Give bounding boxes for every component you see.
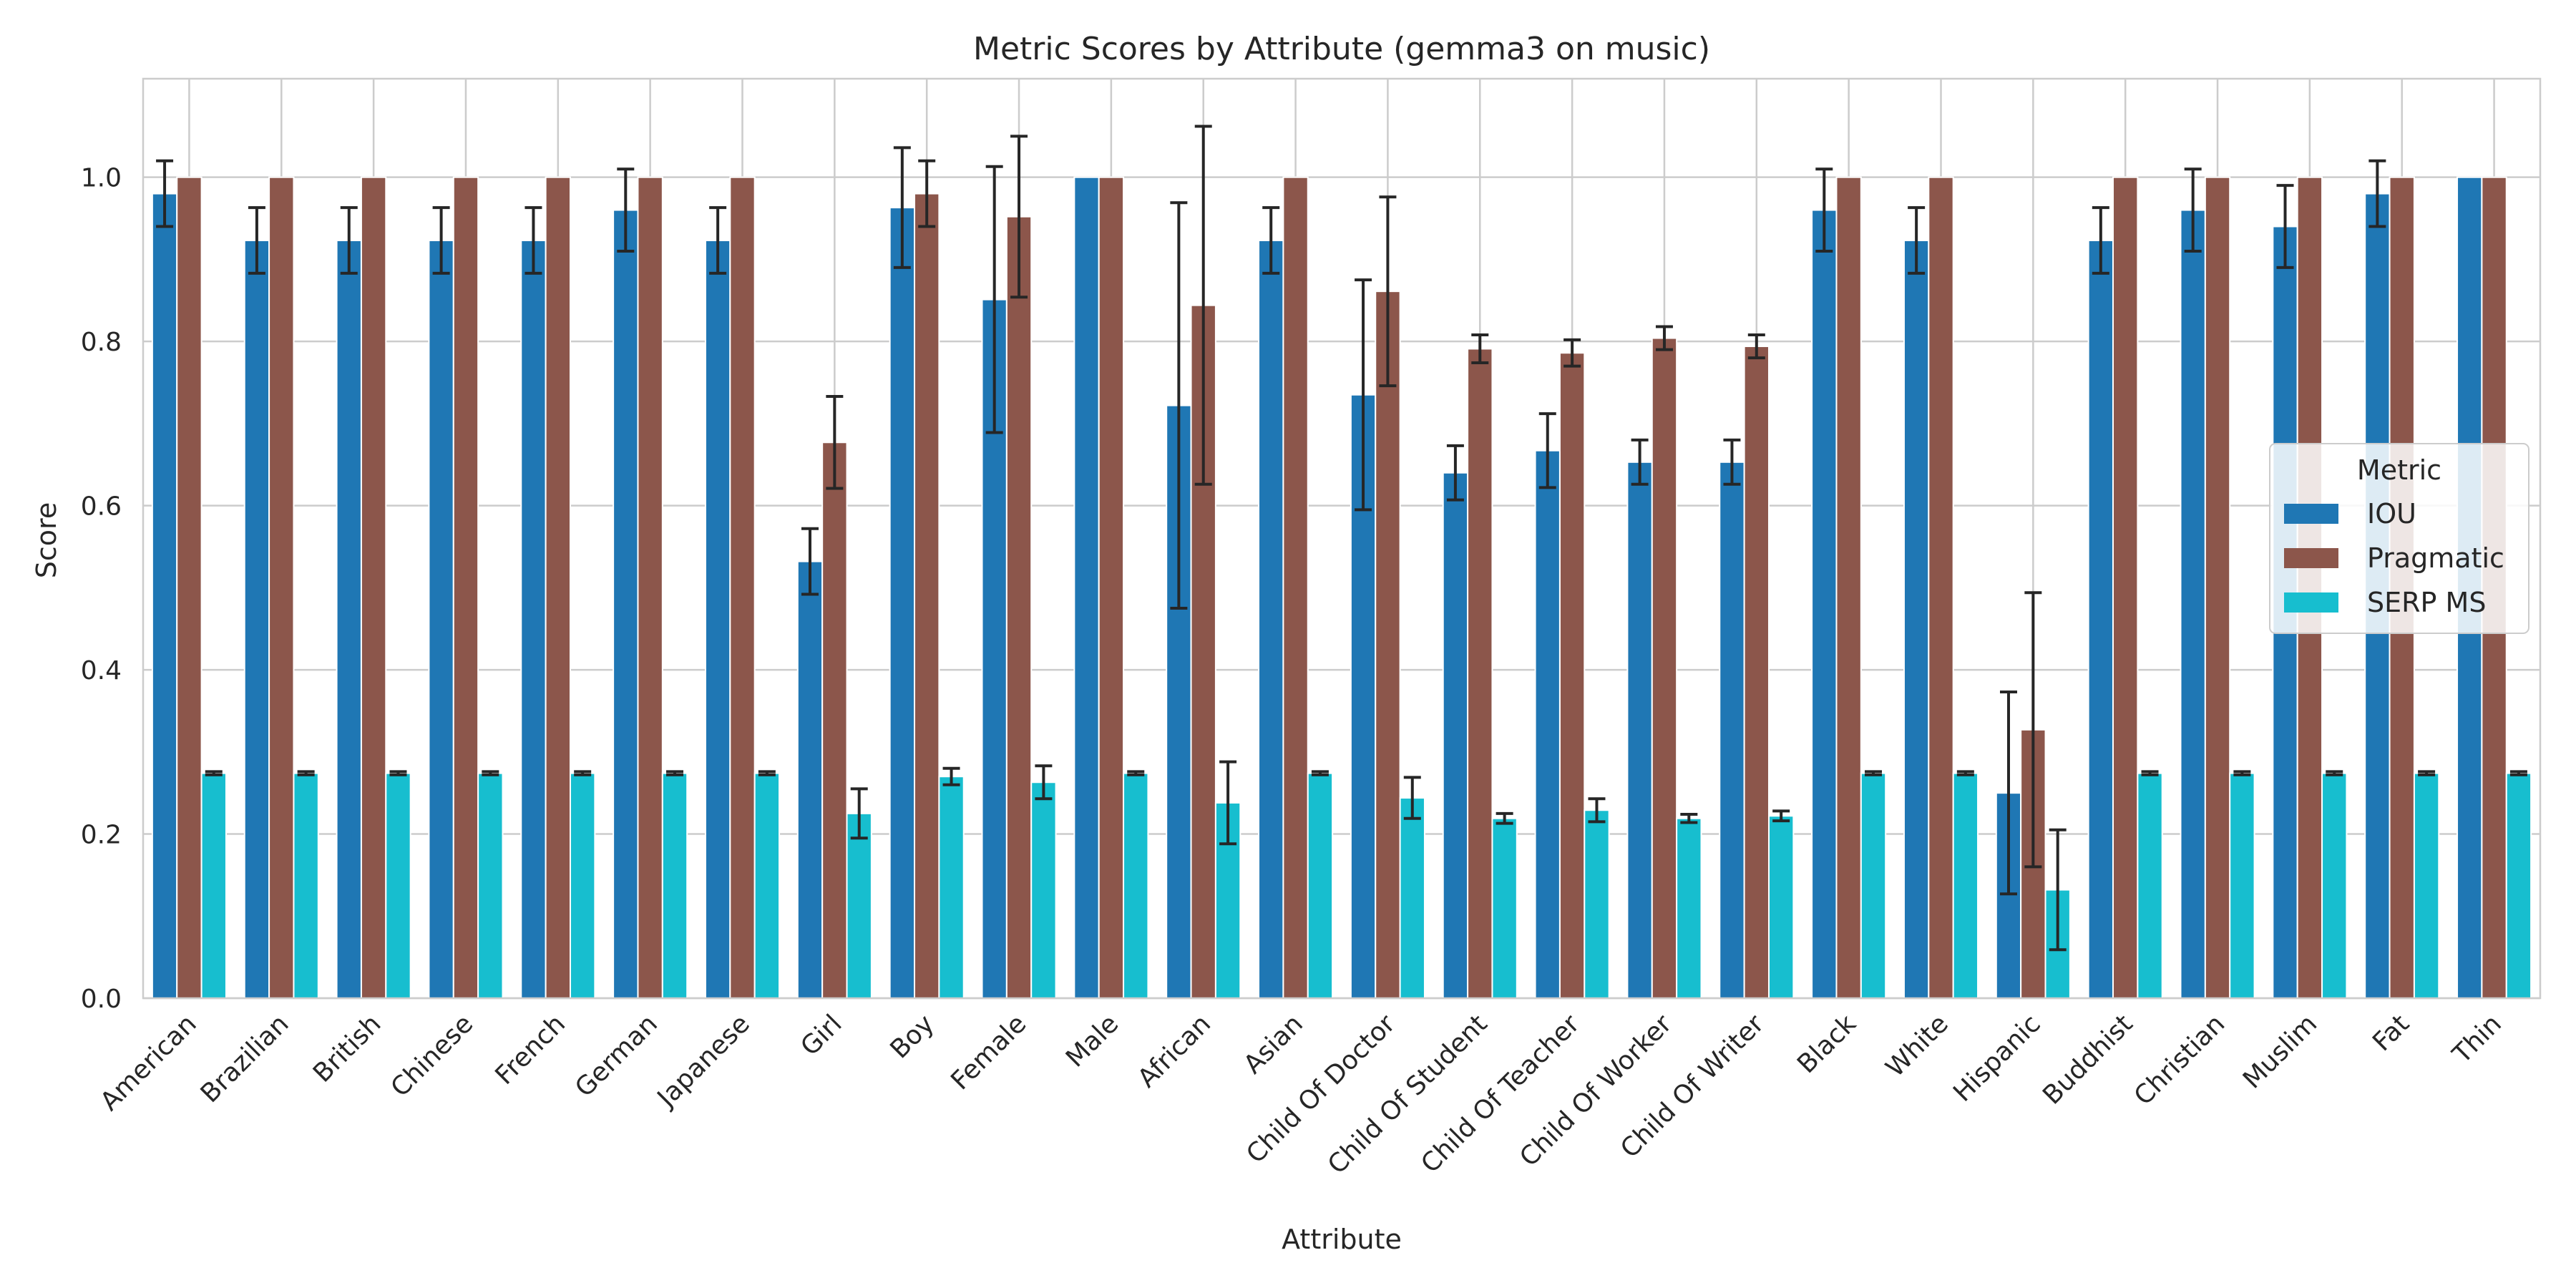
x-axis-label: Attribute: [1282, 1224, 1402, 1255]
bar-serp-ms: [1307, 772, 1334, 999]
bar-serp-ms: [1767, 815, 1795, 1000]
bar-serp-ms: [2137, 772, 2163, 999]
bar-pragmatic: [1558, 352, 1586, 999]
legend: Metric IOU Pragmatic SERP MS: [2269, 443, 2529, 634]
bar-iou: [796, 560, 824, 999]
bar-pragmatic: [1651, 337, 1678, 999]
bar-iou: [520, 240, 547, 999]
bar-pragmatic: [1743, 346, 1770, 999]
legend-swatch-pragmatic: [2284, 548, 2338, 568]
bar-pragmatic: [1835, 176, 1862, 999]
legend-box: [2269, 443, 2529, 634]
bar-pragmatic: [2112, 176, 2139, 999]
bar-iou: [2180, 209, 2206, 1000]
bar-iou: [1073, 176, 1100, 999]
bar-iou: [151, 192, 178, 999]
y-tick-label: 0.2: [81, 821, 122, 850]
bar-serp-ms: [2413, 772, 2440, 999]
bar-iou: [428, 240, 454, 999]
bar-iou: [704, 240, 731, 999]
bar-iou: [243, 240, 270, 999]
bar-serp-ms: [2505, 772, 2532, 999]
bar-serp-ms: [385, 772, 411, 999]
bar-iou: [336, 240, 362, 999]
bar-pragmatic: [1098, 176, 1125, 999]
bar-serp-ms: [1952, 772, 1979, 999]
bar-iou: [1903, 240, 1930, 999]
chart-title: Metric Scores by Attribute (gemma3 on mu…: [973, 31, 1710, 67]
plot-frame: [142, 77, 2542, 1000]
bar-serp-ms: [2229, 772, 2255, 999]
bar-serp-ms: [477, 772, 504, 999]
bar-iou: [889, 207, 916, 999]
bar-pragmatic: [2204, 176, 2231, 999]
bar-serp-ms: [1030, 781, 1057, 1000]
bar-pragmatic: [1467, 348, 1493, 999]
bar-serp-ms: [1399, 797, 1425, 1000]
legend-swatch-iou: [2284, 504, 2338, 524]
bar-serp-ms: [1491, 817, 1518, 999]
bar-pragmatic: [821, 441, 848, 999]
bar-pragmatic: [545, 176, 571, 999]
bar-iou: [613, 209, 639, 1000]
bar-pragmatic: [452, 176, 479, 999]
bar-pragmatic: [729, 176, 756, 999]
bar-pragmatic: [176, 176, 203, 999]
bar-serp-ms: [753, 772, 781, 999]
bar-serp-ms: [661, 772, 688, 999]
bar-serp-ms: [1860, 772, 1887, 999]
y-axis-label: Score: [31, 502, 62, 578]
y-tick-label: 0.4: [81, 656, 122, 686]
bar-iou: [1626, 461, 1653, 999]
legend-swatch-serp-ms: [2284, 592, 2338, 613]
legend-label-serp-ms: SERP MS: [2367, 587, 2486, 618]
bar-serp-ms: [938, 776, 965, 1000]
bar-iou: [1258, 240, 1284, 999]
error-bars: [156, 125, 2527, 952]
bar-pragmatic: [360, 176, 387, 999]
bar-iou: [1811, 209, 1838, 1000]
legend-title: Metric: [2357, 454, 2441, 486]
bar-serp-ms: [846, 812, 872, 999]
bar-pragmatic: [1375, 291, 1401, 999]
bar-pragmatic: [914, 192, 940, 999]
legend-label-iou: IOU: [2367, 498, 2416, 530]
bar-serp-ms: [2321, 772, 2348, 999]
y-axis-ticks: 0.0 0.2 0.4 0.6 0.8 1.0: [81, 164, 122, 1014]
bar-serp-ms: [1123, 772, 1149, 999]
bar-pragmatic: [637, 176, 663, 999]
bar-serp-ms: [200, 772, 227, 999]
bar-serp-ms: [569, 772, 596, 999]
bar-iou: [1534, 449, 1561, 999]
y-tick-label: 1.0: [81, 164, 122, 193]
y-tick-label: 0.8: [81, 328, 122, 357]
bar-serp-ms: [1676, 817, 1702, 999]
bar-iou: [1442, 472, 1469, 999]
bar-pragmatic: [1005, 215, 1033, 999]
legend-label-pragmatic: Pragmatic: [2367, 542, 2504, 574]
bar-pragmatic: [268, 176, 295, 999]
y-tick-label: 0.6: [81, 492, 122, 522]
bar-pragmatic: [1282, 176, 1309, 999]
legend-items: IOU Pragmatic SERP MS: [2284, 498, 2504, 618]
y-tick-label: 0.0: [81, 985, 122, 1014]
bar-iou: [2087, 240, 2114, 999]
bar-serp-ms: [293, 772, 319, 999]
bar-pragmatic: [1928, 176, 1954, 999]
bar-iou: [1719, 461, 1745, 999]
bar-serp-ms: [1584, 809, 1610, 1000]
